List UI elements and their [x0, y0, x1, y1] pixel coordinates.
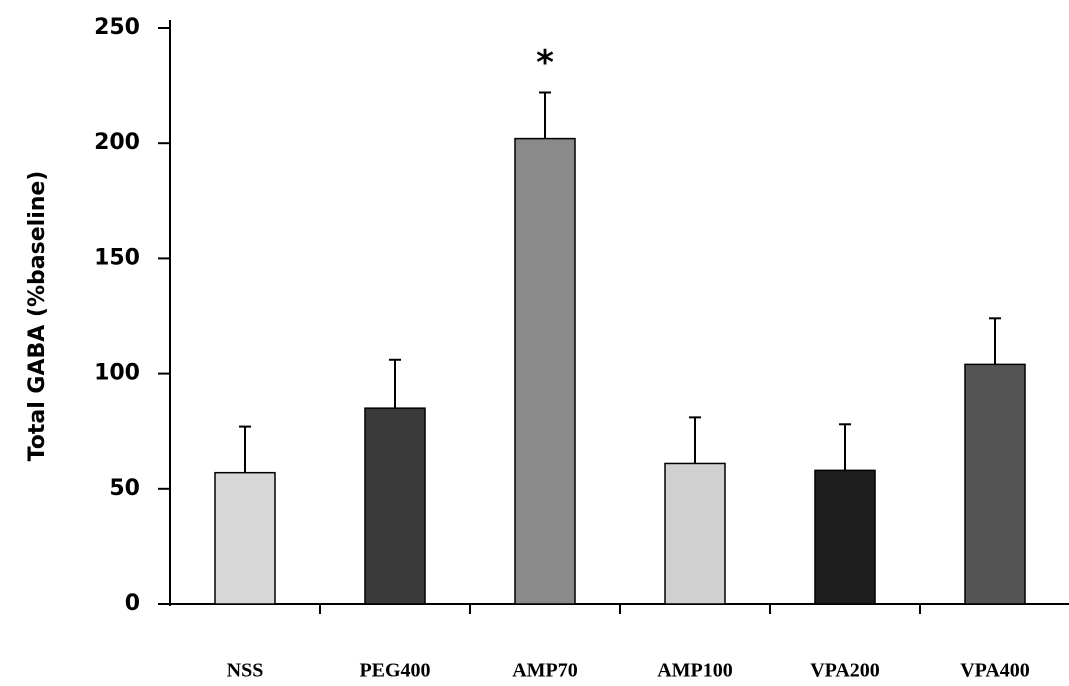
x-tick-label: PEG400 — [359, 660, 430, 682]
x-tick-label: NSS — [227, 660, 264, 682]
annotation: * — [536, 43, 554, 83]
bar — [664, 462, 726, 605]
bar — [364, 407, 426, 605]
x-tick-label: AMP100 — [657, 660, 733, 682]
y-tick-label: 100 — [94, 361, 140, 386]
x-tick-label: VPA200 — [810, 660, 880, 682]
bar — [514, 137, 576, 605]
y-tick-label: 250 — [94, 15, 140, 40]
y-axis-label: Total GABA (%baseline) — [25, 171, 50, 462]
y-tick-label: 200 — [94, 130, 140, 155]
y-tick-label: 50 — [109, 476, 140, 501]
y-tick-label: 150 — [94, 245, 140, 270]
y-tick-label: 0 — [125, 591, 140, 616]
bar — [214, 471, 276, 605]
bar — [964, 363, 1026, 605]
bar — [814, 469, 876, 605]
x-tick-label: AMP70 — [512, 660, 578, 682]
x-tick-label: VPA400 — [960, 660, 1030, 682]
